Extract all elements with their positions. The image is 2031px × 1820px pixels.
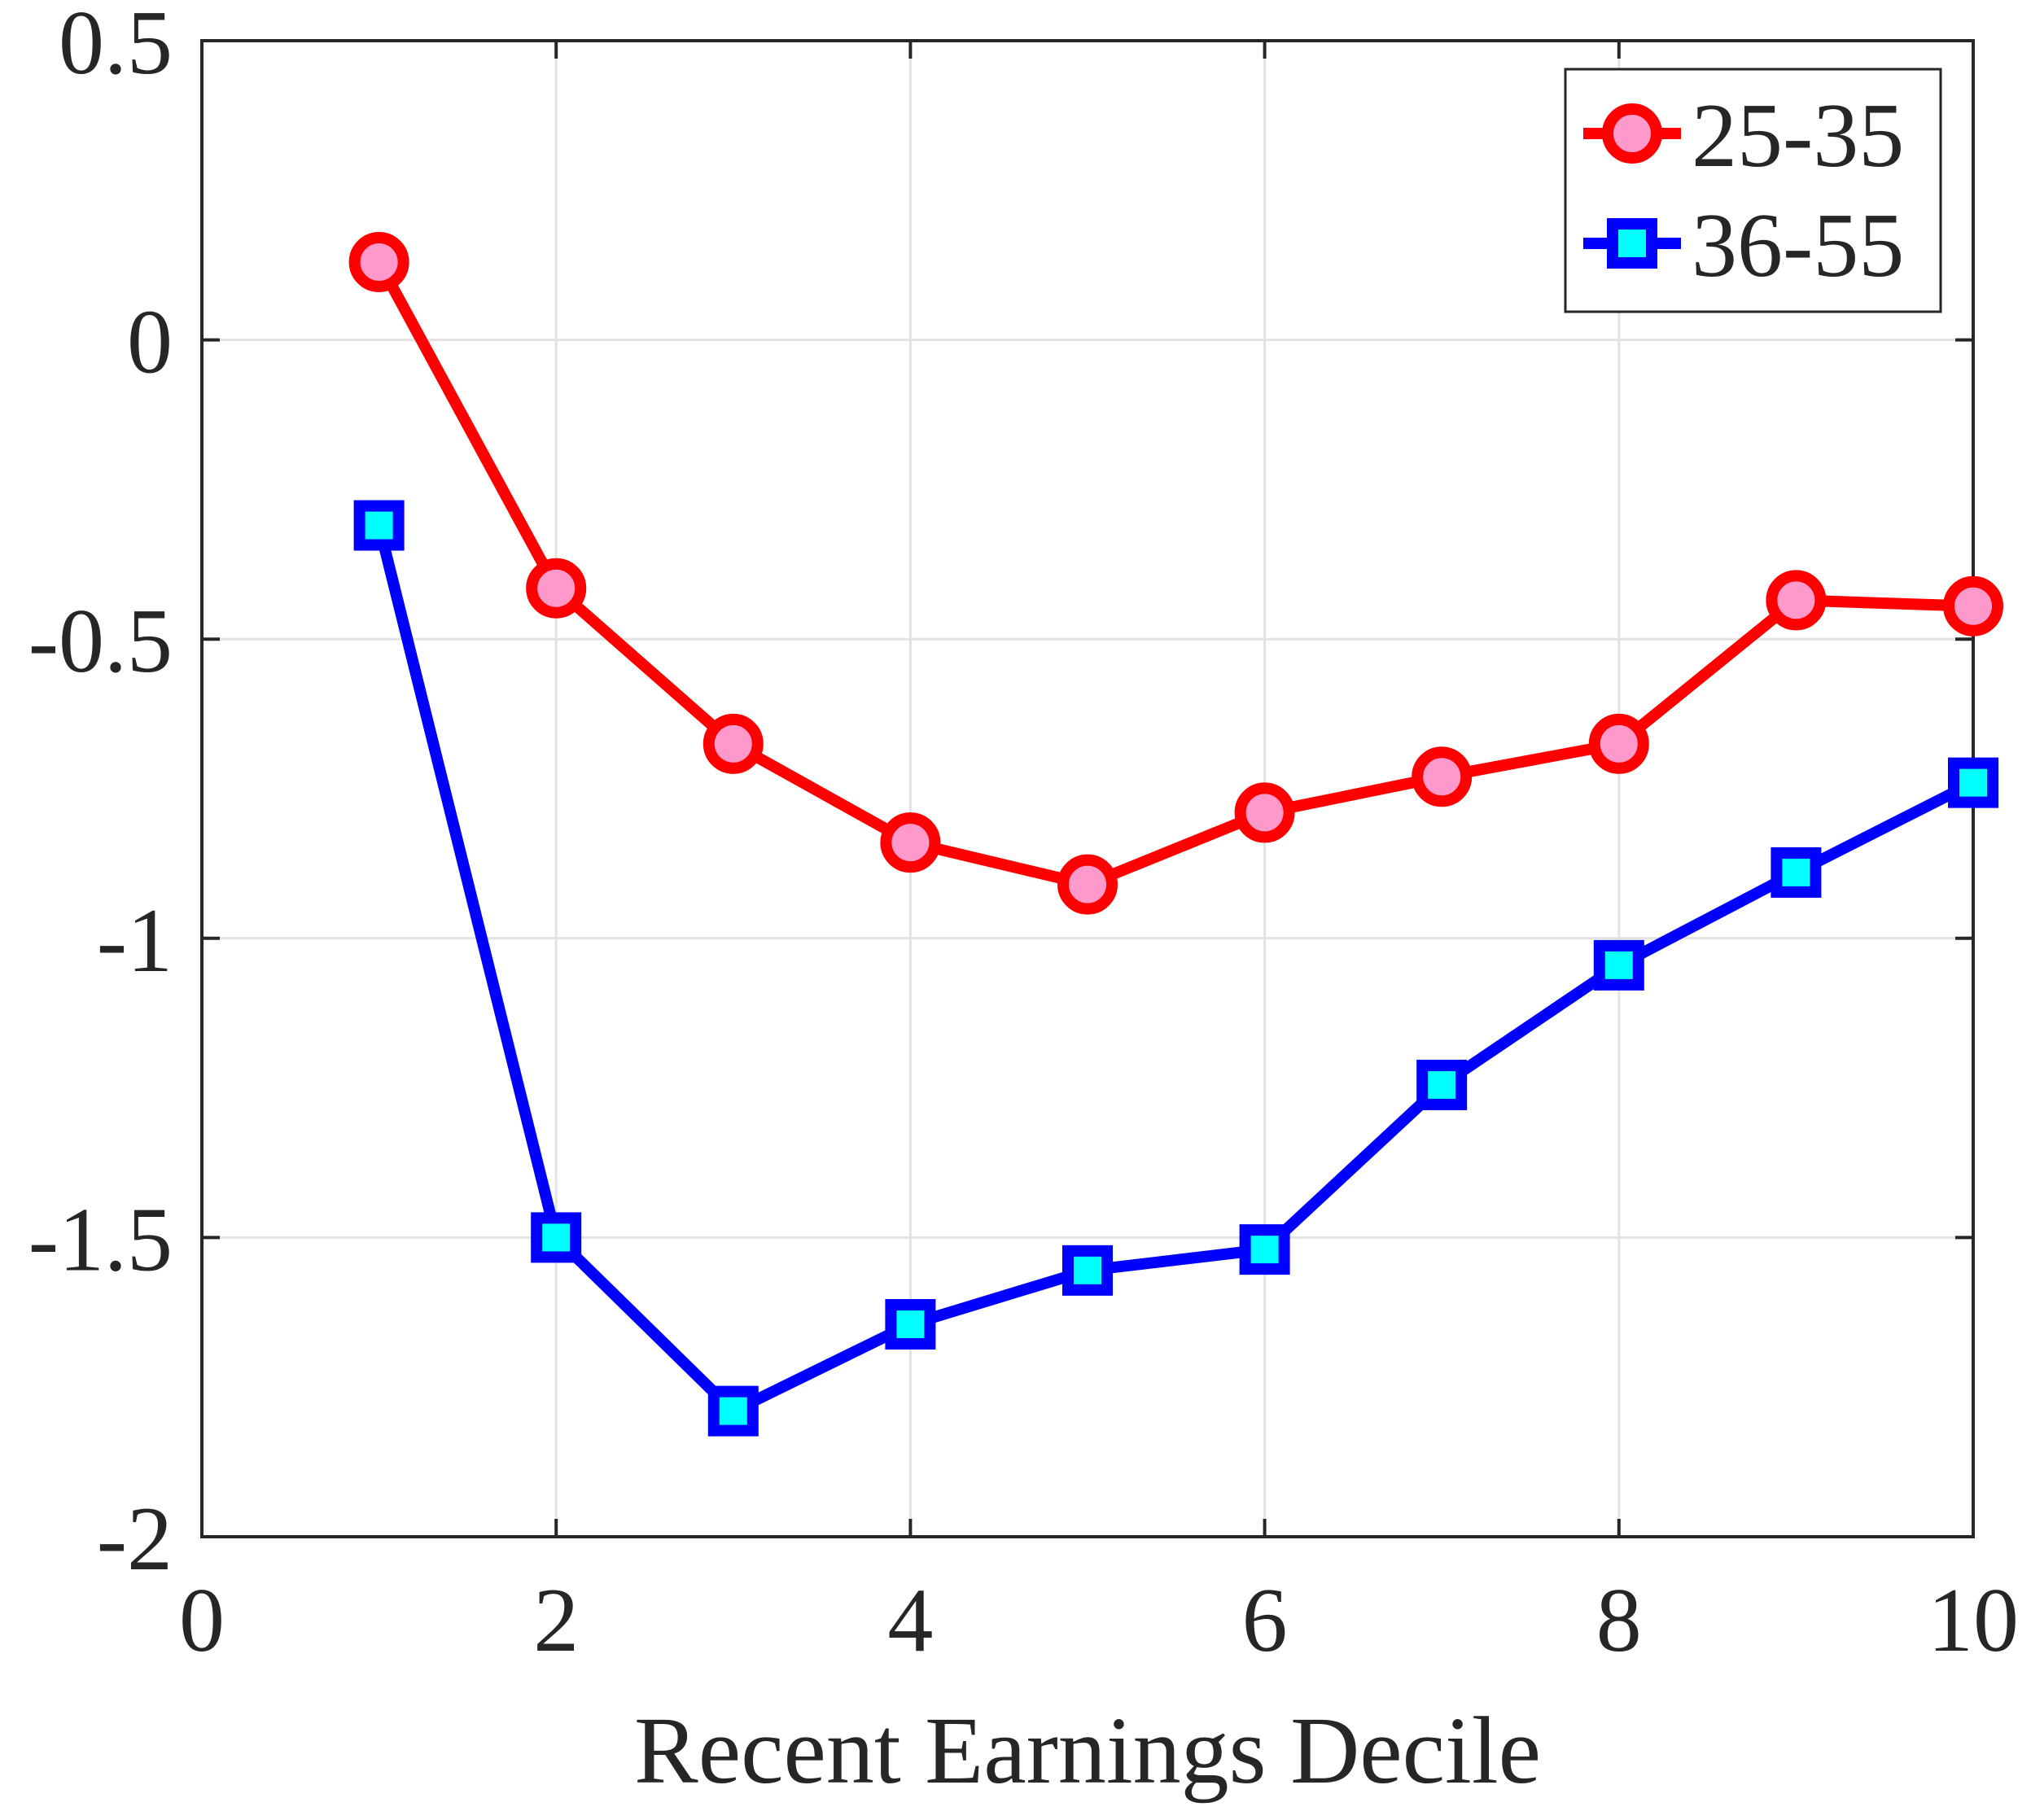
data-point-square bbox=[707, 1385, 759, 1437]
series-36-55 bbox=[353, 500, 1998, 1437]
y-tick-label: -1.5 bbox=[28, 1189, 173, 1290]
data-point-square bbox=[531, 1212, 582, 1263]
data-point-circle bbox=[1057, 854, 1118, 915]
data-point-circle bbox=[348, 232, 409, 293]
x-tick-label: 0 bbox=[179, 1570, 225, 1671]
y-tick-label: -0.5 bbox=[28, 591, 173, 692]
legend-marker bbox=[1607, 218, 1657, 269]
y-tick-label: 0 bbox=[127, 292, 173, 393]
data-point-circle bbox=[1412, 746, 1473, 807]
data-point-circle bbox=[1588, 713, 1649, 774]
tick-labels: 0 2 4 6 8 10 0.5 0 -0.5 -1 -1.5 -2 bbox=[28, 0, 2019, 1671]
data-point-circle bbox=[1766, 570, 1827, 631]
x-tick-label: 6 bbox=[1242, 1570, 1288, 1671]
data-series bbox=[348, 232, 2003, 1437]
x-tick-label: 4 bbox=[887, 1570, 933, 1671]
series-25-35 bbox=[348, 232, 2003, 915]
data-point-square bbox=[1948, 757, 1998, 808]
data-point-circle bbox=[1943, 575, 2003, 637]
y-tick-label: -2 bbox=[97, 1489, 173, 1590]
data-point-square bbox=[1593, 939, 1644, 991]
series-line bbox=[373, 519, 1979, 1417]
data-point-square bbox=[1416, 1059, 1468, 1110]
axis-ticks bbox=[200, 39, 1975, 1538]
x-tick-label: 10 bbox=[1928, 1570, 2019, 1671]
data-point-circle bbox=[880, 812, 941, 873]
data-point-square bbox=[1062, 1245, 1113, 1296]
data-point-square bbox=[1771, 847, 1822, 898]
data-point-square bbox=[1239, 1224, 1290, 1275]
legend-entry: 25-35 bbox=[1583, 85, 1904, 186]
data-point-square bbox=[353, 500, 405, 551]
series-line bbox=[373, 256, 1979, 890]
x-axis-label: Recent Earnings Decile bbox=[634, 1697, 1541, 1804]
legend-entry: 36-55 bbox=[1583, 195, 1904, 296]
data-point-circle bbox=[526, 558, 587, 619]
y-tick-label: -1 bbox=[97, 890, 173, 991]
x-tick-label: 8 bbox=[1596, 1570, 1642, 1671]
legend-marker bbox=[1602, 103, 1662, 164]
legend-label: 25-35 bbox=[1692, 85, 1904, 186]
data-point-square bbox=[885, 1299, 936, 1350]
legend-label: 36-55 bbox=[1692, 195, 1904, 296]
data-point-circle bbox=[1234, 782, 1295, 843]
y-tick-label: 0.5 bbox=[59, 0, 173, 94]
data-point-circle bbox=[703, 713, 764, 774]
x-tick-label: 2 bbox=[533, 1570, 579, 1671]
